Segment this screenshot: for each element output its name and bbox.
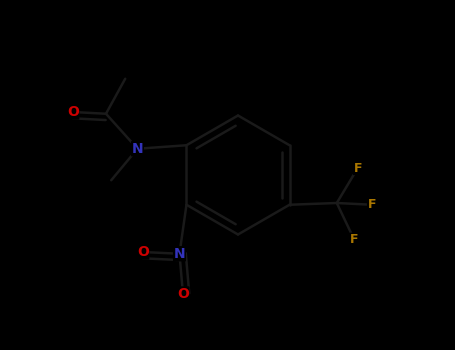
- Text: F: F: [350, 233, 359, 246]
- Text: O: O: [177, 287, 189, 301]
- Text: O: O: [137, 245, 149, 259]
- Text: F: F: [354, 161, 362, 175]
- Text: O: O: [67, 105, 79, 119]
- Text: N: N: [174, 247, 185, 261]
- Text: N: N: [131, 142, 143, 156]
- Text: F: F: [368, 198, 376, 211]
